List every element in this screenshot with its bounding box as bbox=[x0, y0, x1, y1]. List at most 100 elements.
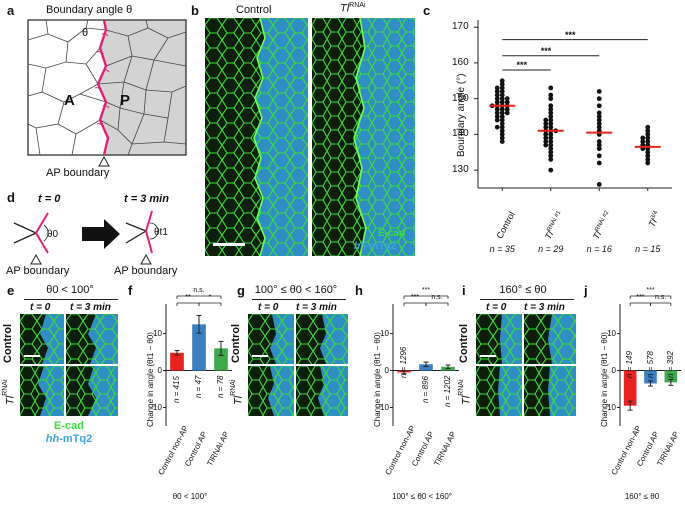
panel_f-sig-label: n.s. bbox=[193, 287, 205, 294]
c-data-point bbox=[548, 153, 554, 159]
c-data-point bbox=[596, 114, 602, 119]
c-data-point bbox=[494, 85, 500, 91]
c-data-point bbox=[596, 146, 602, 152]
c-data-point bbox=[504, 110, 510, 116]
panel-b-legend-hh: hh-mTq2 bbox=[354, 241, 397, 252]
panel-f-footer: θ0 < 100° bbox=[172, 492, 208, 501]
c-data-point bbox=[504, 99, 510, 105]
panel-b-scale-bar bbox=[213, 243, 245, 246]
panel-g-scale-bar bbox=[252, 355, 268, 357]
micro-i-1 bbox=[476, 314, 522, 364]
c-data-point bbox=[543, 121, 549, 127]
c-data-point bbox=[499, 121, 505, 127]
c-data-point bbox=[596, 117, 602, 123]
c-data-point bbox=[494, 110, 500, 116]
c-data-point bbox=[548, 110, 554, 116]
panel-g-title: 100° ≤ θ0 < 160° bbox=[254, 284, 338, 296]
c-data-point bbox=[548, 131, 554, 137]
panel-a-theta: θ bbox=[82, 27, 89, 39]
c-data-point bbox=[499, 81, 505, 87]
c-data-point bbox=[596, 103, 602, 109]
micro-i-4 bbox=[524, 366, 576, 416]
panel_j-n-label: n = 392 bbox=[665, 351, 675, 378]
panel-a-region-a: A bbox=[64, 92, 75, 109]
c-data-point bbox=[548, 146, 554, 152]
c-data-point bbox=[645, 157, 651, 162]
panel-h-label: h bbox=[355, 283, 363, 298]
panel-a-caption: AP boundary bbox=[46, 167, 110, 179]
micro-i-3 bbox=[476, 366, 522, 416]
panel_h-n-label: n = 1202 bbox=[443, 376, 452, 408]
panel-j-footer: 160° ≤ θ0 bbox=[624, 492, 660, 501]
c-data-point bbox=[596, 139, 602, 144]
c-data-point bbox=[645, 135, 651, 141]
micro-e-4 bbox=[66, 366, 118, 416]
c-n-label: n = 16 bbox=[586, 244, 612, 254]
panel-i-t3: t = 3 min bbox=[524, 302, 565, 313]
panel_f-ytick-label: 10 bbox=[153, 328, 162, 338]
panel_h-sig-label: *** bbox=[410, 294, 420, 301]
micro-g-2 bbox=[296, 314, 348, 364]
panel-g-t0: t = 0 bbox=[258, 302, 279, 313]
c-data-point bbox=[596, 182, 602, 187]
c-data-point bbox=[548, 157, 554, 162]
c-data-point bbox=[548, 114, 554, 119]
panel-j-label: j bbox=[584, 283, 588, 298]
panel-i-label: i bbox=[462, 283, 466, 298]
c-data-point bbox=[596, 160, 602, 166]
panel_f-n-label: n = 78 bbox=[216, 376, 225, 399]
panel-c-label: c bbox=[423, 3, 431, 18]
panel_h-sig-label: n.s. bbox=[431, 294, 443, 301]
panel-e-title: θ0 < 100° bbox=[46, 284, 94, 296]
c-data-point bbox=[543, 117, 549, 123]
c-sig-stars: *** bbox=[540, 45, 552, 56]
c-data-point bbox=[548, 121, 554, 127]
panel-e-label: e bbox=[7, 283, 15, 298]
c-data-point bbox=[499, 99, 505, 105]
c-data-point bbox=[499, 110, 505, 116]
micro-g-4 bbox=[296, 366, 348, 416]
c-data-point bbox=[548, 103, 554, 109]
c-data-point bbox=[596, 142, 602, 148]
c-n-label: n = 15 bbox=[635, 244, 661, 254]
panel-d-thetat1: θt1 bbox=[154, 227, 168, 238]
c-data-point bbox=[543, 135, 549, 141]
c-sig-stars: *** bbox=[516, 60, 528, 71]
panel_j-n-label: n = 149 bbox=[625, 351, 635, 378]
c-data-point bbox=[504, 106, 510, 112]
panel-e-legend-hh: hh-mTq2 bbox=[45, 433, 93, 445]
c-sig-stars: *** bbox=[565, 29, 576, 40]
panel-b-tl-title: TlRNAi bbox=[340, 2, 366, 15]
panel_j-ytick-label: −10 bbox=[602, 402, 616, 412]
panel_f-ytick-label: −10 bbox=[148, 402, 162, 412]
panel-a-region-p: P bbox=[120, 92, 131, 109]
panel-g-t3: t = 3 min bbox=[296, 302, 337, 313]
panel_h-ytick-label: 0 bbox=[384, 365, 389, 375]
c-data-point bbox=[548, 106, 554, 112]
c-data-point bbox=[645, 131, 651, 137]
panel_h-ytick-label: 10 bbox=[380, 328, 389, 338]
panel_f-bar bbox=[214, 348, 228, 371]
c-data-point bbox=[494, 117, 500, 123]
c-data-point bbox=[596, 89, 602, 94]
c-data-point bbox=[499, 96, 505, 102]
c-data-point bbox=[543, 131, 549, 137]
panel-e-scale-bar bbox=[24, 355, 40, 357]
panel-a-diagram bbox=[27, 19, 187, 167]
c-ytick-label: 170 bbox=[452, 21, 469, 33]
c-data-point bbox=[499, 114, 505, 119]
c-n-label: n = 29 bbox=[538, 244, 564, 254]
panel_f-sig-label: ** bbox=[185, 294, 191, 301]
panel_f-n-label: n = 415 bbox=[172, 376, 181, 403]
panel-d-t0: t = 0 bbox=[38, 193, 61, 205]
c-data-point bbox=[645, 124, 651, 130]
panel-a-label: a bbox=[7, 3, 15, 18]
panel-d-theta0: θ0 bbox=[47, 229, 59, 240]
c-data-point bbox=[494, 114, 500, 119]
c-data-point bbox=[499, 78, 505, 84]
panel_f-sig-label: * bbox=[208, 294, 212, 301]
panel_f-bar bbox=[192, 324, 206, 371]
panel_j-sig-label: *** bbox=[636, 294, 645, 301]
c-data-point bbox=[499, 128, 505, 134]
